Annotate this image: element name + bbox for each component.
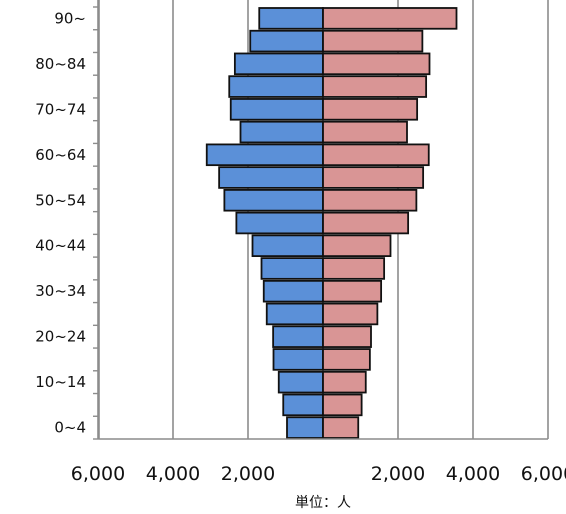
bar-right [322, 348, 371, 371]
bar-right [322, 393, 363, 417]
x-tick-label: 4,000 [446, 463, 500, 485]
bar-right [322, 302, 379, 326]
bar-left [235, 211, 324, 235]
y-tick-label: 50~54 [35, 191, 86, 209]
y-tick-label: 30~34 [35, 282, 86, 300]
bar-left [205, 143, 324, 167]
bar-right [322, 166, 425, 189]
bar-left [228, 75, 324, 98]
bar-right [322, 416, 360, 439]
y-tick-label: 40~44 [35, 237, 86, 255]
bar-right [322, 234, 392, 258]
y-tick-label: 80~84 [35, 55, 86, 73]
y-tick-label: 20~24 [35, 328, 86, 346]
bar-left [272, 348, 324, 371]
bar-right [322, 52, 431, 76]
bar-left [260, 257, 324, 280]
bar-right [322, 7, 458, 30]
bar-left [233, 52, 324, 76]
bar-left [272, 325, 324, 348]
y-tick-label: 10~14 [35, 373, 86, 391]
bar-right [322, 279, 383, 303]
bar-left [286, 416, 324, 439]
bar-left [218, 166, 324, 189]
y-tick-label: 90~ [54, 9, 86, 27]
bar-left [282, 393, 324, 417]
bar-left [265, 302, 324, 326]
x-tick-label: 6,000 [521, 463, 566, 485]
bar-right [322, 143, 430, 167]
bar-right [322, 211, 410, 235]
bar-right [322, 370, 367, 394]
bar-left [251, 234, 324, 258]
bar-right [322, 325, 372, 348]
y-tick-label: 60~64 [35, 146, 86, 164]
bar-left [249, 29, 324, 53]
bar-left [262, 279, 324, 303]
bar-right [322, 120, 408, 144]
y-tick-label: 70~74 [35, 100, 86, 118]
unit-label: 単位：人 [295, 495, 351, 511]
bar-left [239, 120, 324, 144]
bar-left [258, 7, 324, 30]
bars [205, 7, 458, 439]
bar-right [322, 75, 428, 98]
bar-left [277, 370, 324, 394]
y-tick-label: 0~4 [54, 419, 86, 437]
bar-right [322, 98, 419, 121]
x-tick-label: 4,000 [146, 463, 200, 485]
axes [93, 0, 548, 440]
bar-right [322, 188, 418, 212]
bar-left [223, 188, 324, 212]
bar-left [229, 98, 324, 121]
bar-right [322, 257, 386, 280]
x-tick-label: 6,000 [71, 463, 125, 485]
x-tick-label: 2,000 [221, 463, 275, 485]
y-tick-labels: 0~4 10~14 20~24 30~34 40~44 50~54 60~64 70~74 80… [35, 9, 86, 436]
x-tick-label: 2,000 [371, 463, 425, 485]
x-tick-labels: 6,000 4,000 2,000 2,000 4,000 6,000 [71, 463, 566, 485]
bar-right [322, 29, 424, 53]
